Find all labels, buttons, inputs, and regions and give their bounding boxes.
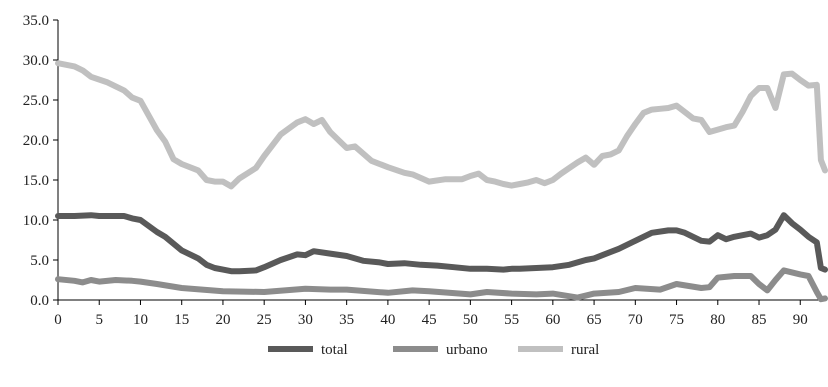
series-line-urbano [55, 267, 828, 303]
y-tick-label: 5.0 [30, 253, 49, 269]
y-tick-label: 20.0 [23, 133, 49, 149]
x-tick-label: 45 [422, 312, 437, 328]
x-tick-label: 5 [95, 312, 103, 328]
x-tick-label: 20 [215, 312, 230, 328]
series-line-total [55, 212, 828, 275]
x-tick-label: 85 [752, 312, 767, 328]
series-line-rural [55, 60, 828, 190]
y-tick-label: 30.0 [23, 53, 49, 69]
x-tick-label: 0 [54, 312, 62, 328]
x-tick-label: 55 [504, 312, 519, 328]
x-tick-label: 50 [463, 312, 478, 328]
x-tick-label: 60 [545, 312, 560, 328]
x-tick-label: 65 [587, 312, 602, 328]
x-tick-label: 80 [710, 312, 725, 328]
x-tick-label: 10 [133, 312, 148, 328]
y-tick-label: 35.0 [23, 13, 49, 29]
axes: 0.0 5.0 10.0 15.0 20.0 25.0 30.0 35.0 0 5 10 15 20 25… [23, 13, 825, 328]
y-tick-label: 0.0 [30, 293, 49, 309]
legend: total urbano rural [268, 342, 599, 358]
legend-label-urbano: urbano [446, 342, 488, 358]
y-tick-label: 15.0 [23, 173, 49, 189]
x-tick-label: 25 [257, 312, 272, 328]
x-tick-label: 70 [628, 312, 643, 328]
x-tick-label: 40 [380, 312, 395, 328]
legend-label-rural: rural [571, 342, 599, 358]
y-tick-label: 10.0 [23, 213, 49, 229]
y-tick-label: 25.0 [23, 93, 49, 109]
x-tick-label: 35 [339, 312, 354, 328]
x-tick-label: 90 [793, 312, 808, 328]
x-tick-label: 30 [298, 312, 313, 328]
x-tick-label: 75 [669, 312, 684, 328]
legend-label-total: total [321, 342, 348, 358]
series-group [55, 60, 828, 303]
x-tick-label: 15 [174, 312, 189, 328]
